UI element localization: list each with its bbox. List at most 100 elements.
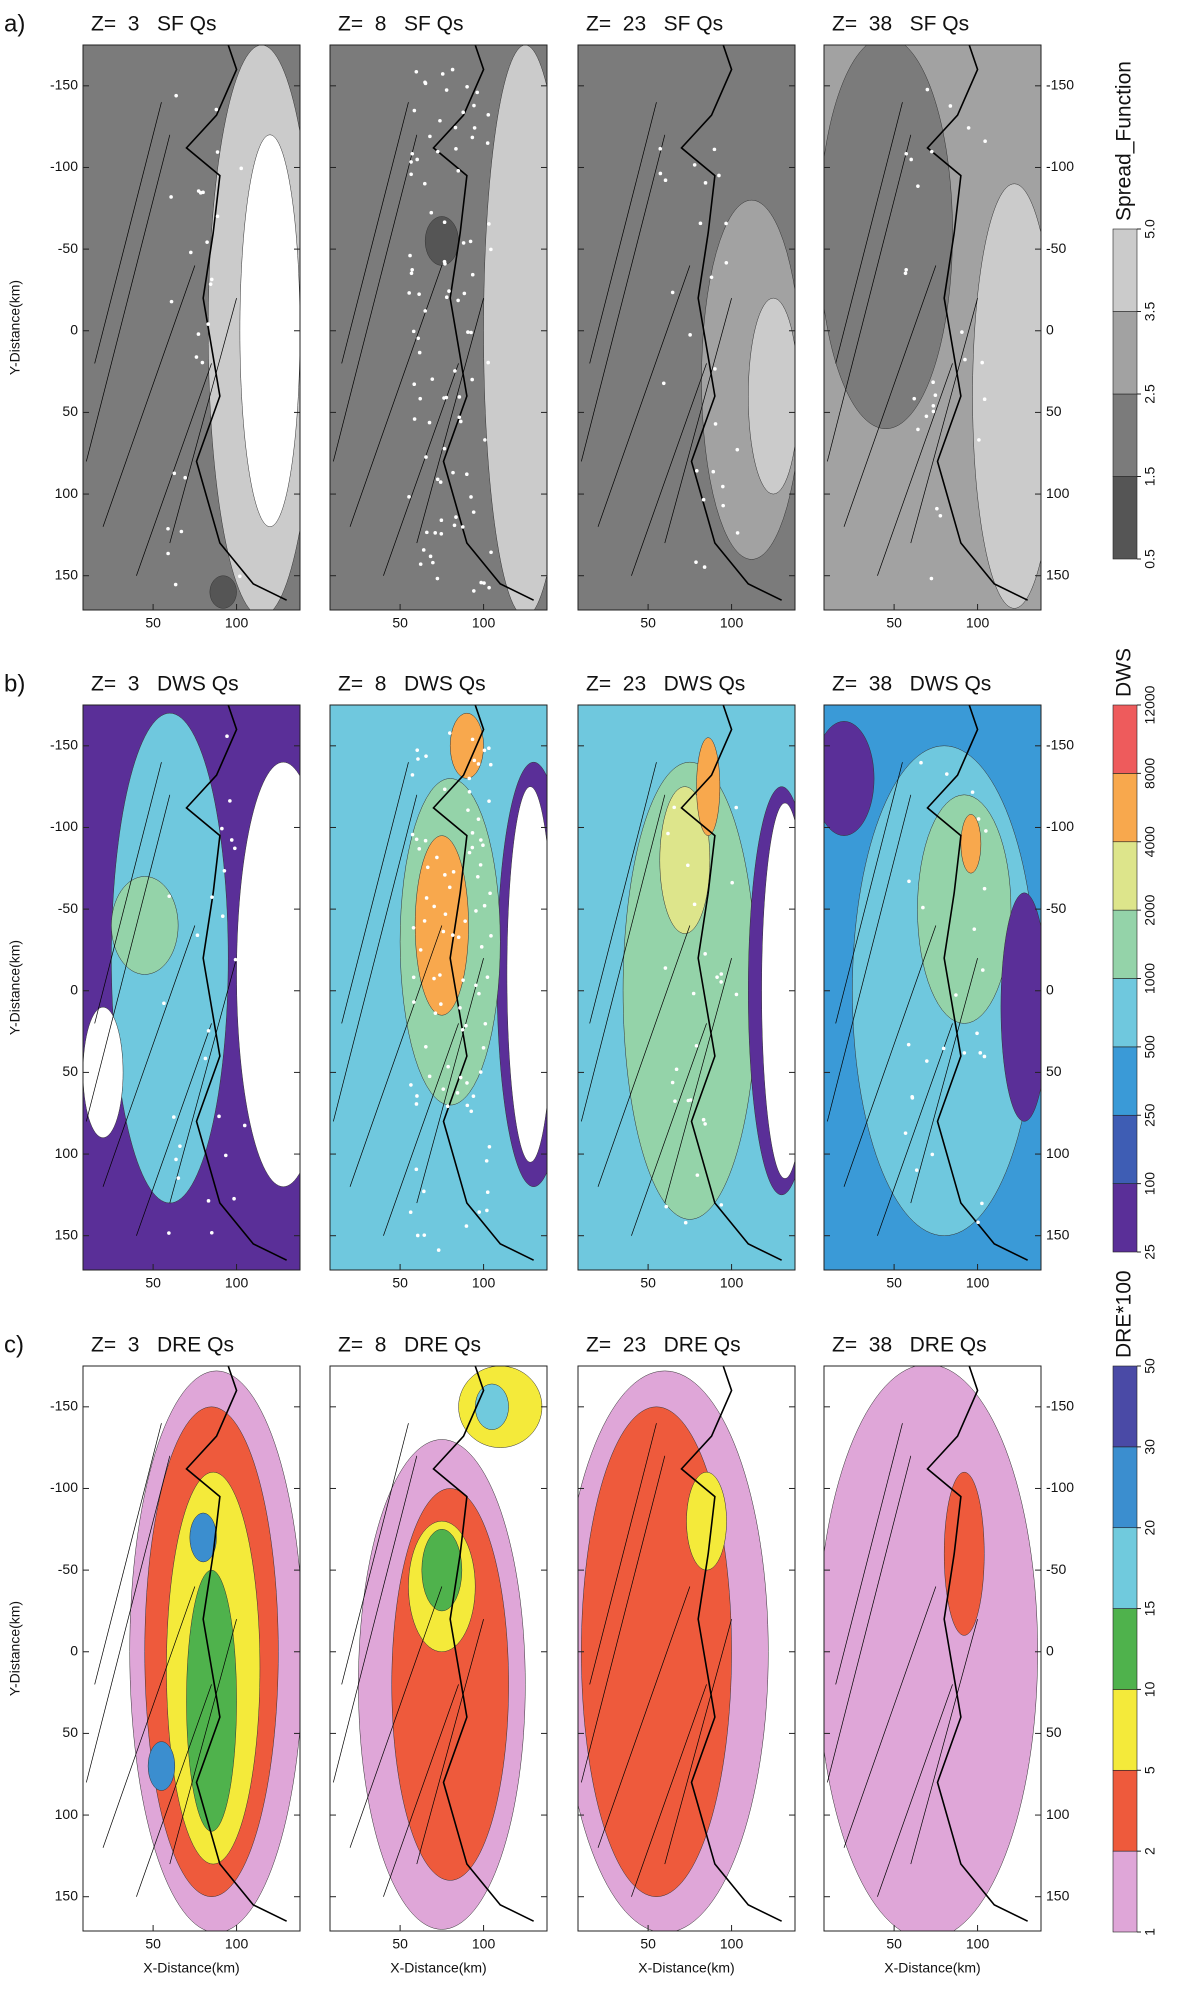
event-dot [456,169,460,173]
event-dot [429,555,433,559]
event-dot [686,863,690,867]
event-dot [476,875,480,879]
event-dot [488,1145,492,1149]
event-dot [243,1124,247,1128]
event-dot [210,278,214,282]
colorbar-band [1113,1609,1137,1690]
event-dot [424,839,428,843]
y-tick-label: -100 [1046,818,1074,834]
event-dot [925,415,929,419]
event-dot [412,1000,416,1004]
event-dot [472,104,476,108]
event-dot [932,404,936,408]
x-tick-label: 50 [392,1936,408,1952]
panel-map [819,37,1056,610]
x-tick-label: 50 [886,1936,902,1952]
contour-fill [817,1364,1037,1939]
event-dot [930,1153,934,1157]
event-dot [454,515,458,519]
event-dot [409,160,413,164]
y-tick-label: 100 [55,485,79,501]
colorbar-band [1113,1689,1137,1770]
event-dot [963,358,967,362]
panel-title: Z= 8 DWS Qs [338,673,486,696]
event-dot [721,485,725,489]
event-dot [730,881,734,885]
event-dot [687,1099,691,1103]
event-dot [471,846,475,850]
colorbar-label: 5 [1142,1766,1158,1774]
event-dot [439,480,443,484]
y-tick-label: 50 [1046,403,1062,419]
event-dot [711,470,715,474]
event-dot [483,749,487,753]
x-tick-label: 100 [720,615,744,631]
event-dot [228,799,232,803]
event-dot [658,147,662,151]
event-dot [465,85,469,89]
event-dot [199,191,203,195]
colorbar-label: 12000 [1142,685,1158,724]
x-tick-label: 50 [145,1936,161,1952]
event-dot [238,575,242,579]
y-tick-label: -150 [1046,1398,1074,1414]
event-dot [453,523,457,527]
colorbar-band [1113,1184,1137,1252]
event-dot [474,909,478,913]
event-dot [945,772,949,776]
event-dot [735,993,739,997]
contour-fill [762,803,809,1179]
y-tick-label: 150 [55,1226,79,1242]
event-dot [416,1234,420,1238]
y-tick-label: 150 [55,1887,79,1903]
event-dot [407,495,411,499]
event-dot [432,905,436,909]
event-dot [415,70,419,74]
event-dot [466,808,470,812]
event-dot [477,817,481,821]
event-dot [210,895,214,899]
event-dot [477,1210,481,1214]
event-dot [433,531,437,535]
panel: Z= 38 DWS Qs-150-100-5005010015050100 [814,673,1074,1291]
event-dot [471,273,475,277]
event-dot [688,333,692,337]
colorbar-label: 5.0 [1142,219,1158,239]
panel-map [83,705,330,1270]
event-dot [445,88,449,92]
event-dot [469,1109,473,1113]
y-tick-label: 50 [62,1063,78,1079]
x-tick-label: 100 [225,1936,249,1952]
event-dot [465,1081,469,1085]
panel: Z= 23 SF Qs50100 [578,13,802,631]
event-dot [466,330,470,334]
event-dot [472,589,476,593]
event-dot [223,869,227,873]
event-dot [415,748,419,752]
event-dot [692,992,696,996]
y-axis-label: Y-Distance(km) [7,280,23,375]
event-dot [481,843,485,847]
event-dot [417,292,421,296]
x-tick-label: 50 [145,1275,161,1291]
event-dot [487,586,491,590]
y-tick-label: 150 [1046,1887,1070,1903]
panel-map [814,705,1048,1270]
y-tick-label: -100 [50,158,78,174]
colorbar-label: 2000 [1142,894,1158,925]
event-dot [447,289,451,293]
event-dot [443,787,447,791]
event-dot [234,958,238,962]
event-dot [230,838,234,842]
contour-fill [237,762,330,1187]
event-dot [719,980,723,984]
event-dot [430,377,434,381]
panel-map [330,45,567,617]
colorbar-label: 500 [1142,1035,1158,1059]
figure: a)Y-Distance(km)Z= 3 SF Qs-150-100-50050… [0,0,1182,2004]
y-tick-label: 50 [62,1724,78,1740]
event-dot [221,914,225,918]
event-dot [984,829,988,833]
event-dot [443,260,447,264]
event-dot [428,421,432,425]
